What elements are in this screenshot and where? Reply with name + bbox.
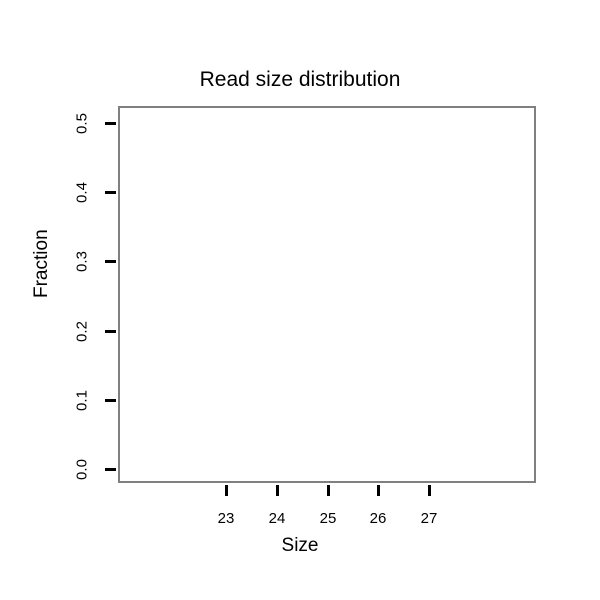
- x-tick-label: 26: [369, 510, 387, 527]
- y-tick-mark: [105, 330, 116, 333]
- x-tick-mark: [276, 485, 279, 496]
- y-tick-mark: [105, 399, 116, 402]
- x-axis-title: Size: [281, 535, 319, 556]
- y-tick-label: 0.4: [73, 182, 91, 203]
- y-tick-mark: [105, 122, 116, 125]
- y-tick-label: 0.2: [73, 321, 91, 342]
- chart-title: Read size distribution: [199, 68, 401, 91]
- x-tick-label: 25: [319, 510, 337, 527]
- x-tick-label: 24: [268, 510, 286, 527]
- y-tick-label: 0.1: [73, 390, 91, 411]
- y-axis-title: Fraction: [31, 229, 52, 298]
- x-tick-label: 23: [217, 510, 235, 527]
- x-tick-mark: [377, 485, 380, 496]
- x-tick-label: 27: [420, 510, 438, 527]
- y-tick-mark: [105, 468, 116, 471]
- x-tick-mark: [428, 485, 431, 496]
- y-tick-mark: [105, 191, 116, 194]
- y-tick-mark: [105, 260, 116, 263]
- y-tick-label: 0.0: [73, 459, 91, 480]
- x-tick-mark: [327, 485, 330, 496]
- x-tick-mark: [225, 485, 228, 496]
- y-tick-label: 0.5: [73, 113, 91, 134]
- y-tick-label: 0.3: [73, 251, 91, 272]
- plot-frame: [118, 106, 536, 483]
